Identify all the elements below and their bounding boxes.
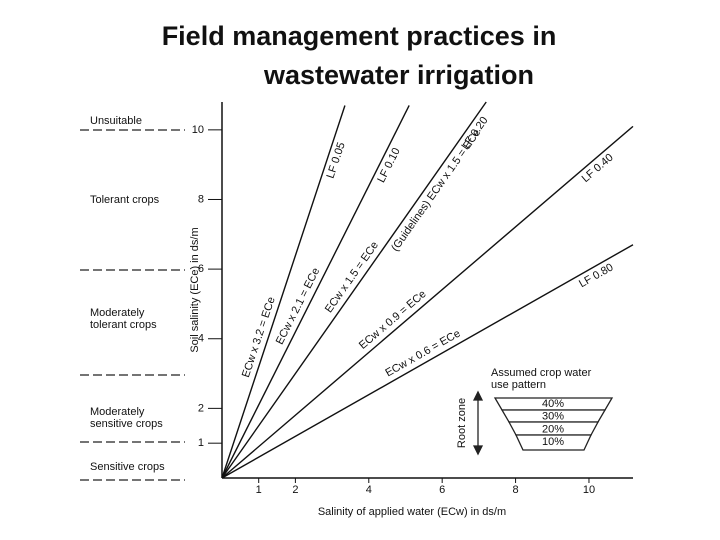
y-tick-label: 1 (198, 437, 204, 449)
series-line (221, 125, 634, 479)
y-tick-label: 8 (198, 193, 204, 205)
series-line (221, 244, 634, 479)
series-line (221, 105, 346, 479)
x-tick-label: 6 (439, 484, 445, 496)
layer-label: 40% (542, 398, 564, 410)
line-equation: ECw x 0.9 = ECe (357, 288, 429, 352)
zone-dividers (80, 129, 185, 481)
inset-title: use pattern (491, 379, 546, 391)
layer-label: 30% (542, 411, 564, 423)
line-equation: ECw x 1.5 = ECe (323, 239, 381, 315)
x-tick-label: 10 (583, 484, 595, 496)
zone-label: Moderately (90, 406, 145, 418)
y-tick-label: 10 (192, 124, 204, 136)
inset-title: Assumed crop water (491, 367, 592, 379)
series-line (221, 101, 487, 479)
arrow-head (472, 445, 484, 456)
layer-label: 20% (542, 423, 564, 435)
x-tick-label: 2 (292, 484, 298, 496)
layer-shape (514, 434, 593, 451)
zone-label: Moderately (90, 307, 145, 319)
title-line: Field management practices in (162, 21, 557, 51)
x-axis-label: Salinity of applied water (ECw) in ds/m (318, 506, 506, 518)
line-equation: ECw x 2.1 = ECe (274, 266, 322, 347)
y-tick-label: 2 (198, 402, 204, 414)
arrow-head (472, 390, 484, 401)
inset-root-zone (472, 390, 614, 456)
layer-label: 10% (542, 436, 564, 448)
x-tick-label: 1 (256, 484, 262, 496)
title-line: wastewater irrigation (263, 60, 534, 90)
zone-label: tolerant crops (90, 319, 157, 331)
y-axis-label: Soil salinity (ECe) in ds/m (189, 227, 201, 352)
line-name: LF 0.05 (325, 141, 348, 180)
zone-label: sensitive crops (90, 418, 163, 430)
y-tick-label: 6 (198, 263, 204, 275)
guideline-label: (Guidelines) ECw x 1.5 = ECe (389, 127, 483, 254)
series-line (221, 105, 410, 479)
inset-axis-label: Root zone (456, 398, 468, 448)
x-tick-label: 8 (513, 484, 519, 496)
zone-label: Tolerant crops (90, 194, 160, 206)
x-tick-label: 4 (366, 484, 372, 496)
y-tick-label: 4 (198, 333, 204, 345)
line-equation: ECw x 0.6 = ECe (383, 327, 462, 379)
zone-label: Sensitive crops (90, 461, 165, 473)
zone-label: Unsuitable (90, 115, 142, 127)
